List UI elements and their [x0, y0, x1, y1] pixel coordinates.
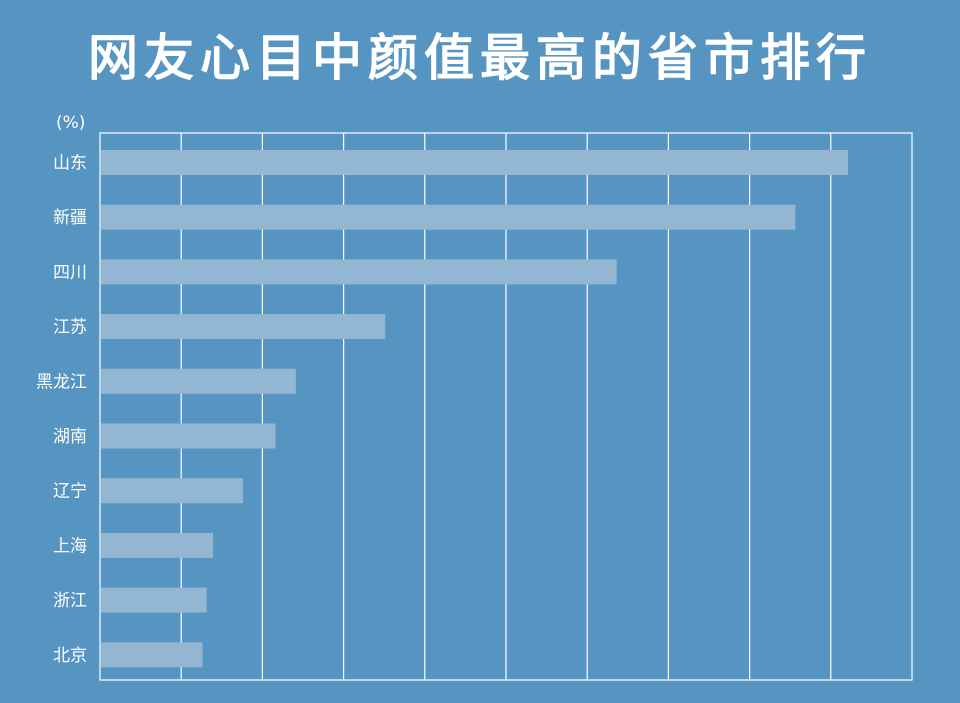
bar-四川	[101, 259, 617, 285]
bar-浙江	[101, 587, 207, 613]
bar-山东	[101, 150, 849, 175]
bar-辽宁	[101, 478, 244, 504]
category-label: 上海	[53, 536, 87, 556]
value-unit-label: (%)	[56, 113, 86, 133]
bar-湖南	[101, 423, 276, 449]
category-label: 黑龙江	[36, 372, 87, 392]
category-label: 江苏	[53, 318, 87, 338]
bar-新疆	[101, 204, 796, 230]
category-label: 四川	[53, 263, 87, 283]
bar-北京	[101, 642, 203, 668]
bar-黑龙江	[101, 368, 296, 394]
category-label: 辽宁	[53, 482, 87, 502]
bar-上海	[101, 532, 214, 558]
category-label: 北京	[53, 646, 87, 666]
chart-title: 网友心目中颜值最高的省市排行	[88, 29, 872, 87]
category-label: 新疆	[53, 208, 87, 228]
bar-江苏	[101, 314, 386, 340]
category-label: 湖南	[53, 427, 87, 447]
category-label: 浙江	[53, 591, 87, 611]
bars	[101, 150, 849, 668]
category-label: 山东	[53, 154, 87, 174]
